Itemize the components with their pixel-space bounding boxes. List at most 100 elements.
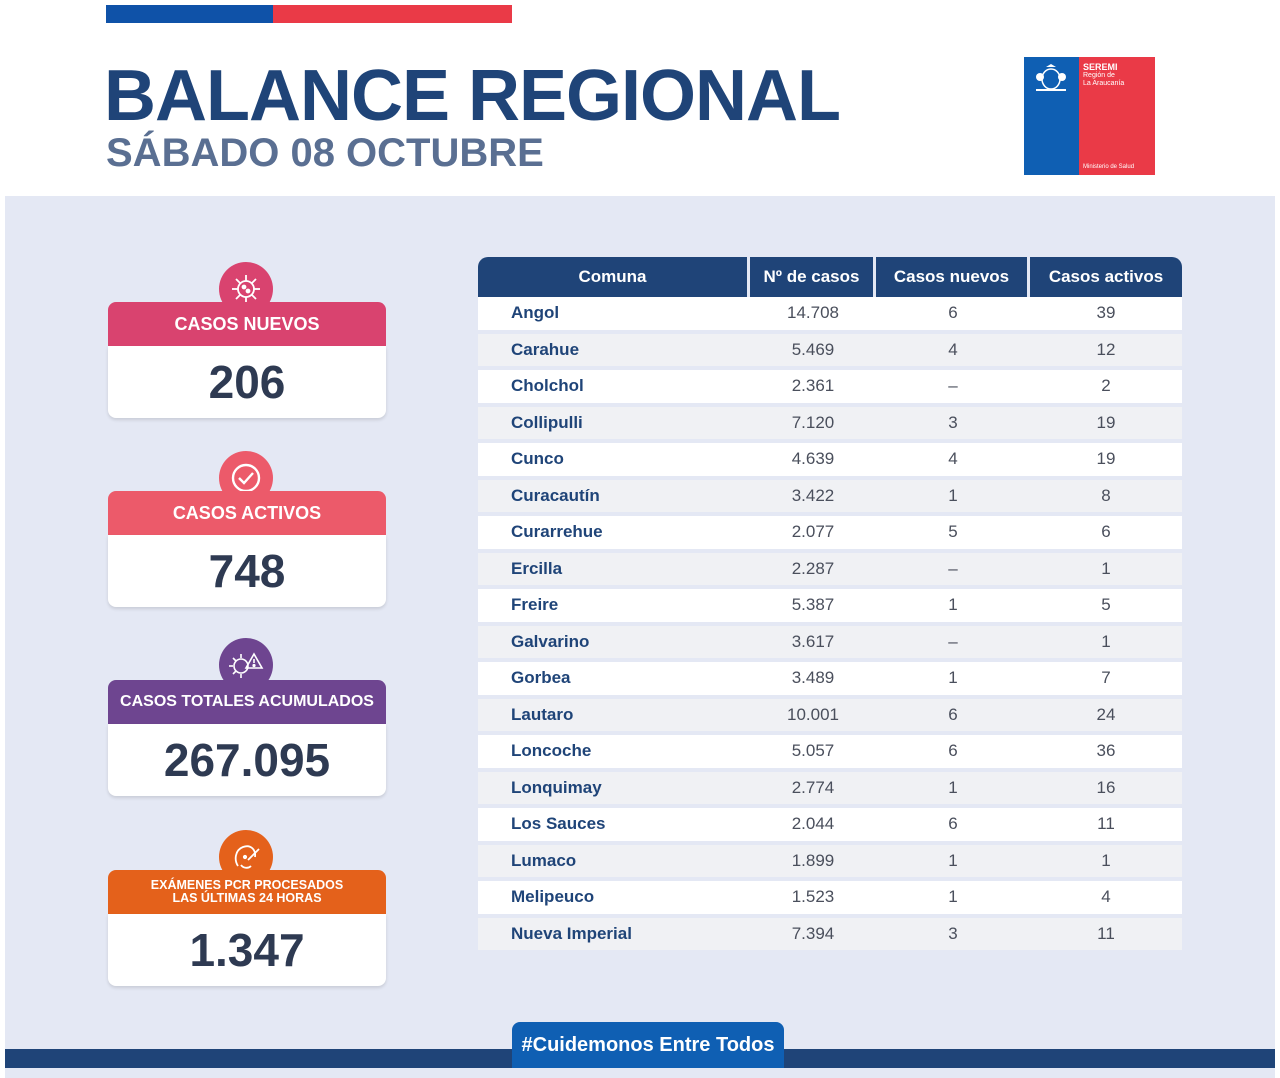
- table-row: Curacautín 3.422 1 8: [478, 479, 1182, 516]
- cell-casos-activos: 1: [1030, 552, 1182, 589]
- table-row: Freire 5.387 1 5: [478, 589, 1182, 626]
- cell-n-casos: 2.774: [750, 771, 876, 808]
- cell-casos-activos: 19: [1030, 406, 1182, 443]
- cell-casos-activos: 11: [1030, 808, 1182, 845]
- flag-color-bar: [106, 5, 512, 23]
- stat-label: CASOS NUEVOS: [108, 302, 386, 346]
- cell-comuna: Galvarino: [478, 625, 750, 662]
- table-row: Collipulli 7.120 3 19: [478, 406, 1182, 443]
- table-row: Curarrehue 2.077 5 6: [478, 516, 1182, 553]
- cell-n-casos: 1.523: [750, 881, 876, 918]
- cell-comuna: Nueva Imperial: [478, 917, 750, 950]
- column-header-casos-activos: Casos activos: [1030, 257, 1182, 297]
- cell-casos-nuevos: –: [876, 552, 1030, 589]
- cell-casos-activos: 36: [1030, 735, 1182, 772]
- cell-comuna: Gorbea: [478, 662, 750, 699]
- cell-casos-nuevos: 4: [876, 333, 1030, 370]
- cell-n-casos: 1.899: [750, 844, 876, 881]
- stat-label: CASOS TOTALES ACUMULADOS: [108, 680, 386, 724]
- comunas-table: Comuna Nº de casos Casos nuevos Casos ac…: [478, 257, 1182, 950]
- table-row: Lonquimay 2.774 1 16: [478, 771, 1182, 808]
- cell-casos-activos: 2: [1030, 370, 1182, 407]
- table-row: Melipeuco 1.523 1 4: [478, 881, 1182, 918]
- cell-casos-activos: 5: [1030, 589, 1182, 626]
- table-row: Loncoche 5.057 6 36: [478, 735, 1182, 772]
- logo-blue-block: [1024, 57, 1079, 175]
- cell-casos-nuevos: 1: [876, 844, 1030, 881]
- cell-casos-activos: 7: [1030, 662, 1182, 699]
- table-row: Carahue 5.469 4 12: [478, 333, 1182, 370]
- cell-n-casos: 2.361: [750, 370, 876, 407]
- logo-ministry-text: Ministerio de Salud: [1083, 164, 1135, 171]
- cell-n-casos: 3.617: [750, 625, 876, 662]
- cell-casos-nuevos: 6: [876, 698, 1030, 735]
- cell-casos-activos: 4: [1030, 881, 1182, 918]
- table-row: Gorbea 3.489 1 7: [478, 662, 1182, 699]
- stat-value: 267.095: [108, 724, 386, 796]
- cell-casos-nuevos: 6: [876, 735, 1030, 772]
- cell-casos-activos: 6: [1030, 516, 1182, 553]
- table-header-row: Comuna Nº de casos Casos nuevos Casos ac…: [478, 257, 1182, 297]
- cell-n-casos: 3.489: [750, 662, 876, 699]
- cell-comuna: Lumaco: [478, 844, 750, 881]
- cell-comuna: Lautaro: [478, 698, 750, 735]
- cell-casos-nuevos: 3: [876, 406, 1030, 443]
- stat-label: EXÁMENES PCR PROCESADOS LAS ÚLTIMAS 24 H…: [108, 870, 386, 914]
- hashtag-badge: #Cuidemonos Entre Todos: [512, 1022, 784, 1068]
- cell-casos-nuevos: 3: [876, 917, 1030, 950]
- column-header-n-casos: Nº de casos: [750, 257, 876, 297]
- cell-casos-nuevos: 1: [876, 662, 1030, 699]
- cell-n-casos: 2.044: [750, 808, 876, 845]
- cell-casos-nuevos: 6: [876, 297, 1030, 334]
- cell-casos-activos: 11: [1030, 917, 1182, 950]
- cell-n-casos: 5.057: [750, 735, 876, 772]
- cell-casos-nuevos: 1: [876, 881, 1030, 918]
- column-header-comuna: Comuna: [478, 257, 750, 297]
- cell-casos-nuevos: –: [876, 370, 1030, 407]
- cell-comuna: Lonquimay: [478, 771, 750, 808]
- table-row: Galvarino 3.617–1: [478, 625, 1182, 662]
- cell-casos-nuevos: –: [876, 625, 1030, 662]
- table-row: Los Sauces 2.044 6 11: [478, 808, 1182, 845]
- coat-of-arms-icon: [1036, 64, 1066, 91]
- cell-comuna: Curarrehue: [478, 516, 750, 553]
- stat-value: 1.347: [108, 914, 386, 986]
- cell-casos-activos: 24: [1030, 698, 1182, 735]
- table-row: Cholchol 2.361–2: [478, 370, 1182, 407]
- page-title: BALANCE REGIONAL: [104, 56, 841, 136]
- stat-label: CASOS ACTIVOS: [108, 491, 386, 535]
- cell-n-casos: 14.708: [750, 297, 876, 334]
- cell-n-casos: 10.001: [750, 698, 876, 735]
- cell-n-casos: 7.120: [750, 406, 876, 443]
- cell-casos-activos: 19: [1030, 443, 1182, 480]
- cell-n-casos: 4.639: [750, 443, 876, 480]
- cell-comuna: Collipulli: [478, 406, 750, 443]
- cell-casos-activos: 12: [1030, 333, 1182, 370]
- flag-bar-blue: [106, 5, 273, 23]
- cell-casos-nuevos: 1: [876, 771, 1030, 808]
- cell-comuna: Curacautín: [478, 479, 750, 516]
- table-body: Angol 14.708 6 39 Carahue 5.469 4 12 Cholchol 2.3…: [478, 297, 1182, 950]
- column-header-casos-nuevos: Casos nuevos: [876, 257, 1030, 297]
- stat-value: 748: [108, 535, 386, 607]
- cell-comuna: Freire: [478, 589, 750, 626]
- cell-comuna: Cholchol: [478, 370, 750, 407]
- logo-region-line2: La Araucanía: [1083, 80, 1125, 88]
- cell-casos-nuevos: 1: [876, 589, 1030, 626]
- stat-value: 206: [108, 346, 386, 418]
- cell-casos-activos: 1: [1030, 844, 1182, 881]
- cell-comuna: Ercilla: [478, 552, 750, 589]
- cell-comuna: Loncoche: [478, 735, 750, 772]
- cell-n-casos: 5.387: [750, 589, 876, 626]
- cell-n-casos: 2.287: [750, 552, 876, 589]
- cell-casos-nuevos: 6: [876, 808, 1030, 845]
- cell-casos-activos: 8: [1030, 479, 1182, 516]
- cell-casos-nuevos: 5: [876, 516, 1030, 553]
- page-date: SÁBADO 08 OCTUBRE: [106, 131, 544, 175]
- cell-comuna: Melipeuco: [478, 881, 750, 918]
- cell-n-casos: 2.077: [750, 516, 876, 553]
- cell-casos-activos: 39: [1030, 297, 1182, 334]
- flag-bar-red: [273, 5, 512, 23]
- table-row: Nueva Imperial 7.394 3 11: [478, 917, 1182, 950]
- cell-comuna: Carahue: [478, 333, 750, 370]
